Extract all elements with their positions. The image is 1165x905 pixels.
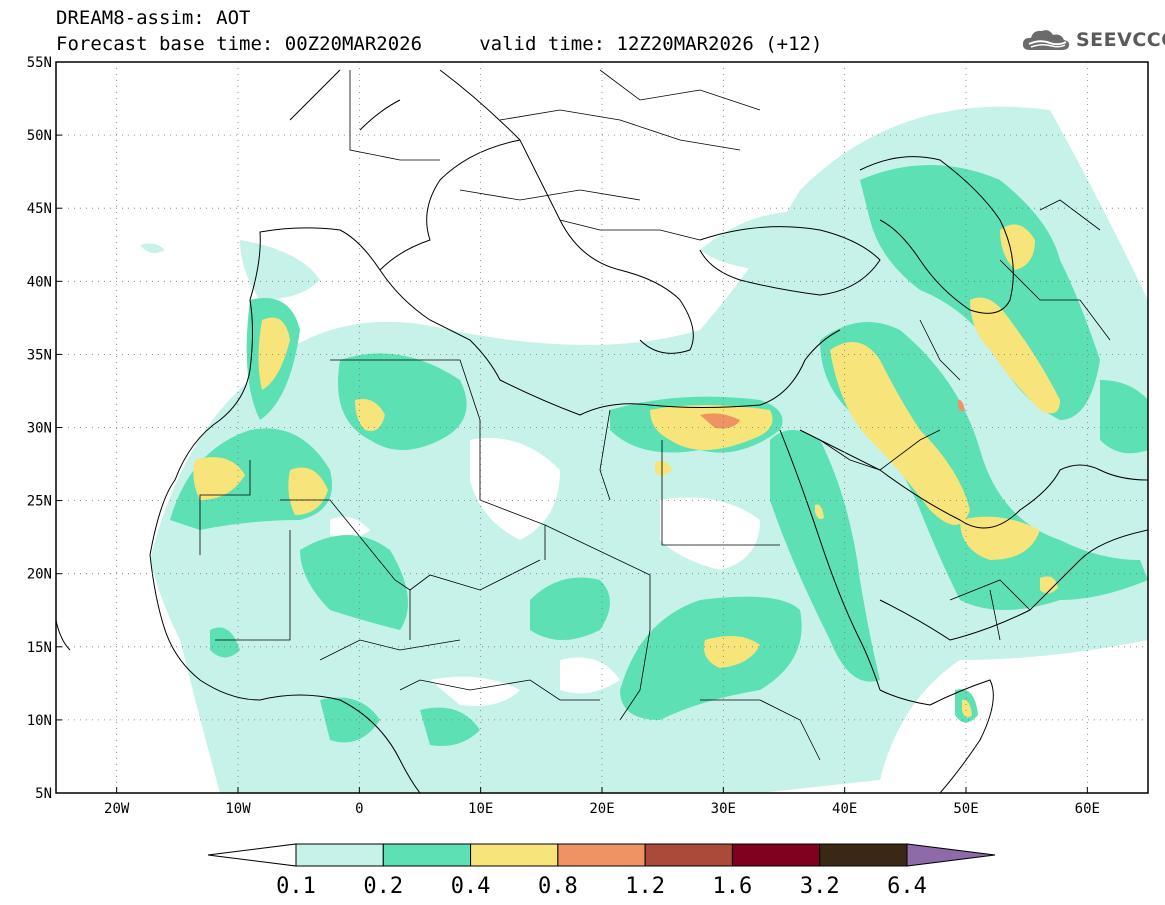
colorbar-swatch [470,843,559,867]
colorbar-swatch [819,843,908,867]
lon-tick-label: 10W [225,801,251,817]
colorbar: 0.1 0.2 0.4 0.8 1.2 1.6 3.2 6.4 [207,843,996,899]
logo: SEEVCCC [1020,26,1165,54]
lon-tick-label: 20E [589,801,614,817]
lat-tick-label: 10N [27,713,52,729]
lat-tick-label: 20N [27,567,52,583]
colorbar-level-label: 6.4 [887,874,927,899]
chart-title: DREAM8-assim: AOT [56,7,251,29]
colorbar-level-label: 0.2 [363,874,403,899]
colorbar-level-label: 0.8 [538,874,578,899]
aot-band-0.8-1.2 [700,399,965,429]
colorbar-low-arrow [207,843,297,867]
lat-tick-label: 35N [27,347,52,363]
lon-tick-label: 50E [953,801,978,817]
aot-clear-areas [330,438,760,706]
lat-axis: 55N 50N 45N 40N 35N 30N 25N 20N 15N 10N 5N [27,55,62,802]
lon-tick-label: 10E [468,801,493,817]
colorbar-level-label: 1.6 [713,874,753,899]
colorbar-level-label: 0.1 [276,874,316,899]
colorbar-swatch [295,843,384,867]
lon-axis: 20W 10W 0 10E 20E 30E 40E 50E 60E [104,787,1100,817]
colorbar-level-label: 0.4 [451,874,491,899]
lat-tick-label: 40N [27,274,52,290]
lat-tick-label: 30N [27,421,52,437]
borders [199,69,1111,761]
lat-tick-label: 45N [27,201,52,217]
aot-band-0.4-0.8 [193,224,1060,718]
colorbar-swatch [731,843,821,867]
lat-tick-label: 15N [27,640,52,656]
colorbar-level-label: 3.2 [800,874,840,899]
lon-tick-label: 20W [104,801,130,817]
colorbar-swatch [557,843,646,867]
lat-tick-label: 50N [27,128,52,144]
lat-tick-label: 5N [35,786,52,802]
lat-tick-label: 55N [27,55,52,71]
colorbar-swatch [382,843,472,867]
cloud-icon [1022,30,1070,50]
grid [56,62,1148,793]
logo-text: SEEVCCC [1076,29,1165,51]
colorbar-level-label: 1.2 [625,874,665,899]
lat-tick-label: 25N [27,494,52,510]
lon-tick-label: 40E [832,801,857,817]
lon-tick-label: 60E [1075,801,1100,817]
colorbar-high-arrow [906,843,996,867]
lon-tick-label: 30E [711,801,736,817]
lon-tick-label: 0 [355,801,363,817]
colorbar-swatch [644,843,733,867]
chart-subtitle: Forecast base time: 00Z20MAR2026 valid t… [56,33,823,55]
